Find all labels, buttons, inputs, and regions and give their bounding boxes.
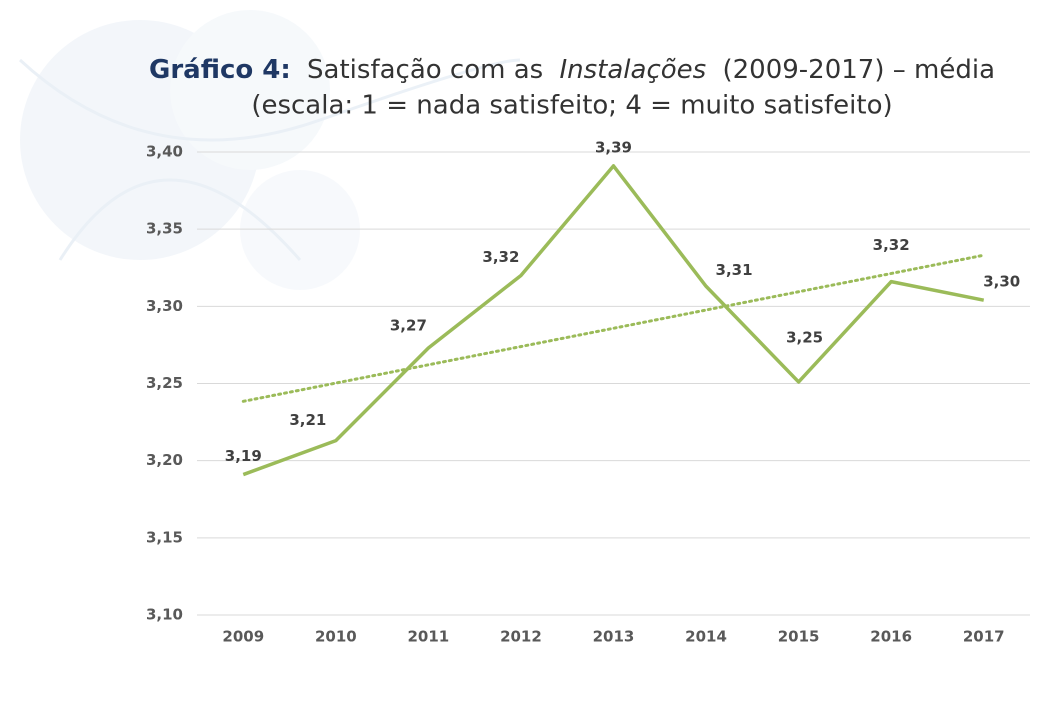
data-label: 3,19 <box>225 447 262 465</box>
x-tick-label: 2011 <box>408 628 450 646</box>
chart-subtitle: (escala: 1 = nada satisfeito; 4 = muito … <box>251 91 892 121</box>
data-label: 3,31 <box>716 261 753 279</box>
data-label: 3,32 <box>873 236 910 254</box>
data-label: 3,30 <box>983 273 1020 291</box>
title-part: Satisfação com as <box>307 55 543 85</box>
title-part: Gráfico 4: <box>149 55 291 85</box>
title-part: (2009-2017) – média <box>722 55 995 85</box>
x-tick-label: 2010 <box>315 628 357 646</box>
x-tick-label: 2016 <box>870 628 912 646</box>
data-label: 3,25 <box>786 328 823 346</box>
y-tick-label: 3,25 <box>146 374 183 392</box>
trendline <box>241 253 986 403</box>
chart-title: Gráfico 4: Satisfação com as Instalações… <box>149 55 995 85</box>
x-tick-label: 2012 <box>500 628 542 646</box>
x-tick-label: 2013 <box>593 628 635 646</box>
data-label: 3,39 <box>595 138 632 156</box>
x-tick-label: 2009 <box>222 628 264 646</box>
background-decoration <box>18 10 521 290</box>
y-tick-label: 3,30 <box>146 297 183 315</box>
x-tick-label: 2017 <box>963 628 1005 646</box>
x-tick-label: 2015 <box>778 628 820 646</box>
y-tick-label: 3,40 <box>146 143 183 161</box>
y-tick-label: 3,15 <box>146 528 183 546</box>
x-tick-label: 2014 <box>685 628 727 646</box>
y-tick-label: 3,35 <box>146 220 183 238</box>
data-label: 3,32 <box>482 248 519 266</box>
title-part: Instalações <box>559 55 706 85</box>
y-tick-label: 3,20 <box>146 451 183 469</box>
data-line <box>242 164 985 477</box>
data-label: 3,27 <box>390 317 427 335</box>
data-label: 3,21 <box>289 411 326 429</box>
y-tick-label: 3,10 <box>146 606 183 624</box>
